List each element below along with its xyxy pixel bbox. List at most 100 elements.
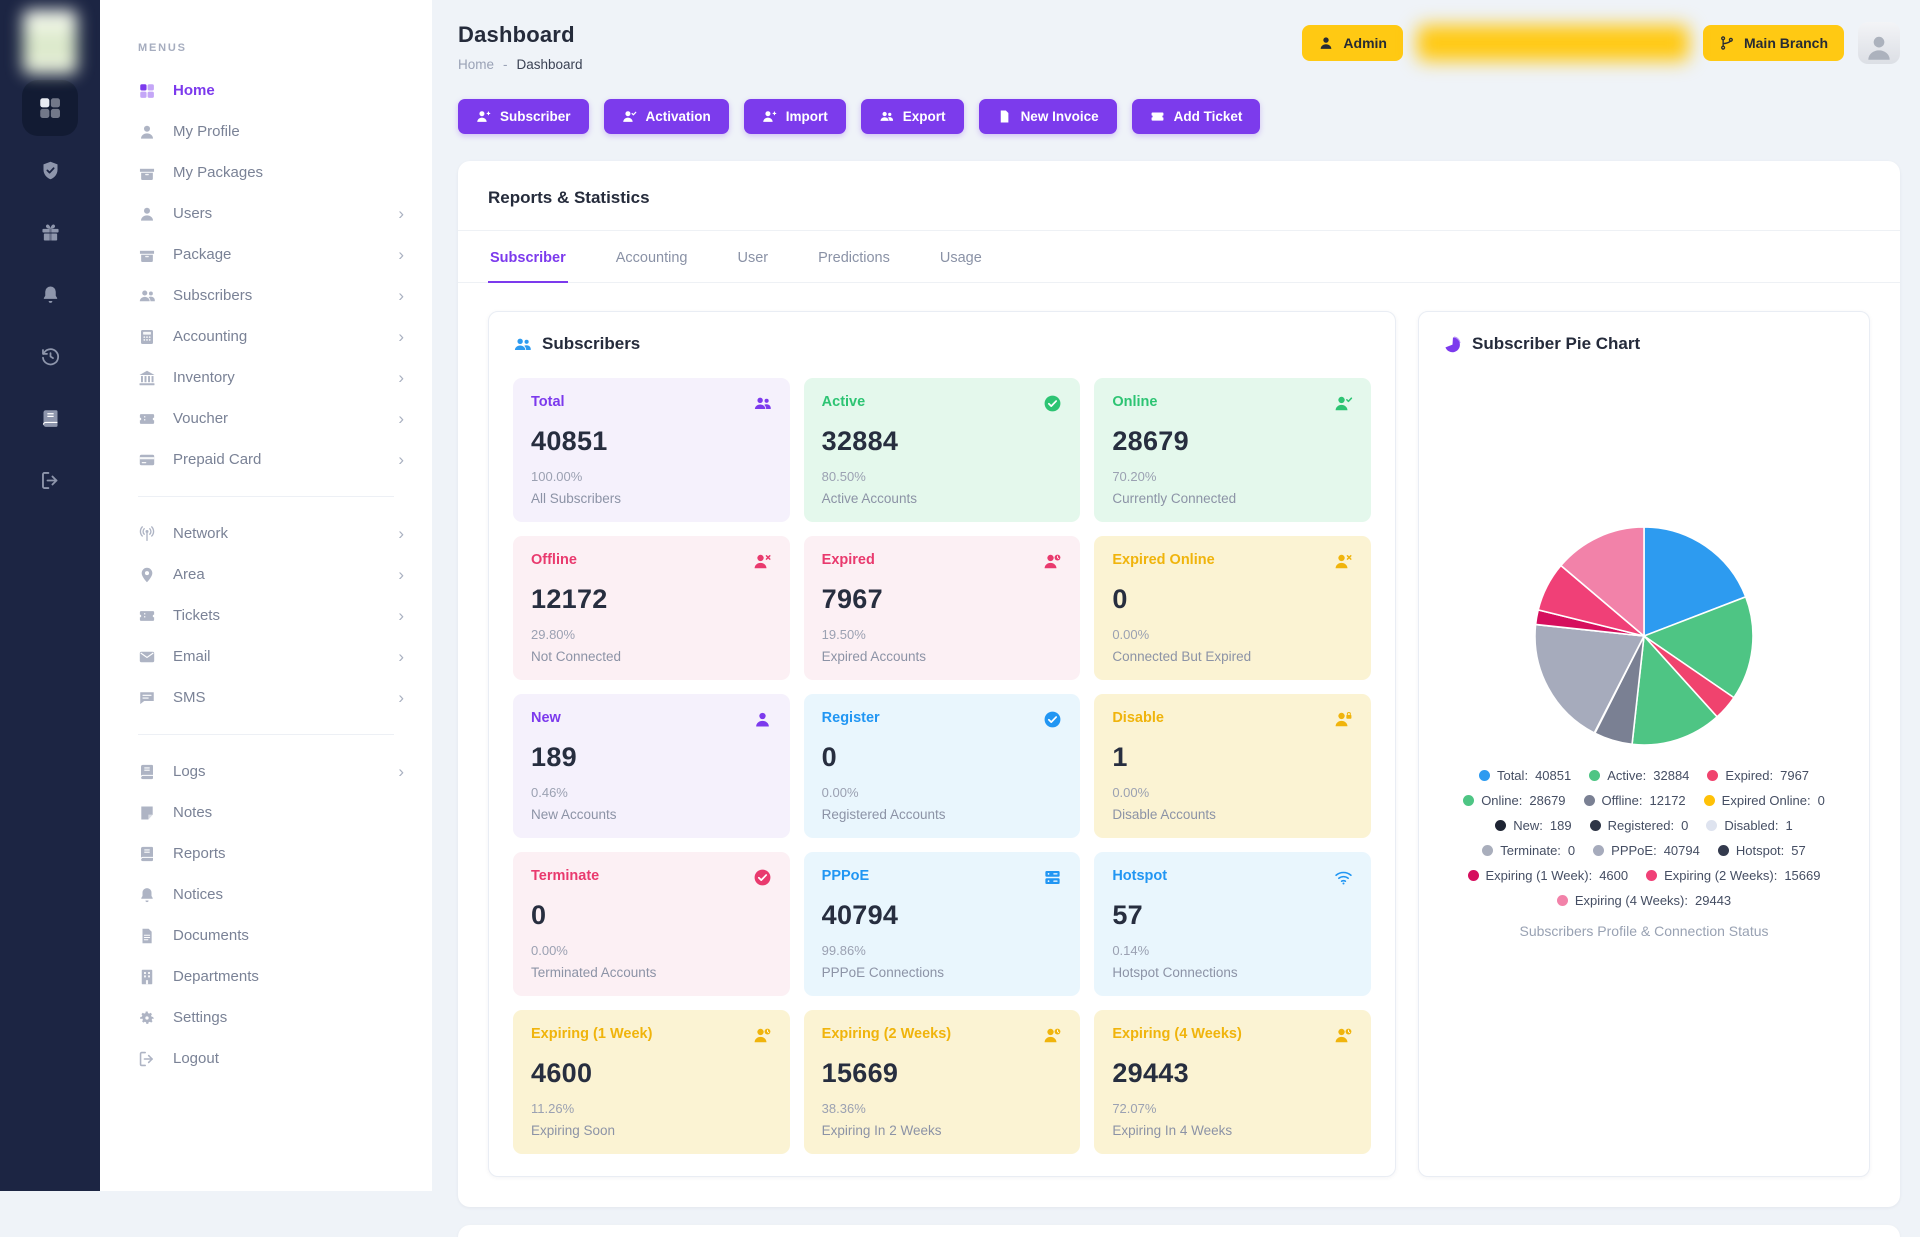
gift-icon[interactable] — [22, 204, 78, 260]
legend-item[interactable]: Registered 0 — [1589, 818, 1688, 833]
stat-sublabel: Active Accounts — [821, 491, 917, 506]
history-icon[interactable] — [22, 328, 78, 384]
signout-icon — [138, 1050, 156, 1068]
quick-action-button[interactable]: Activation — [603, 99, 729, 134]
company-name-pill-redacted[interactable] — [1416, 25, 1689, 61]
legend-name: Offline — [1602, 793, 1643, 808]
sidebar-item[interactable]: Network › — [100, 513, 432, 554]
report-tab[interactable]: Subscriber — [488, 231, 568, 283]
user-x-icon — [753, 552, 772, 571]
sidebar-item[interactable]: Email › — [100, 636, 432, 677]
quick-action-button[interactable]: Export — [860, 99, 964, 134]
legend-name: Disabled — [1724, 818, 1778, 833]
legend-item[interactable]: Expiring (1 Week) 4600 — [1467, 868, 1629, 883]
breadcrumb-home-link[interactable]: Home — [458, 57, 495, 72]
stat-value: 28679 — [1112, 426, 1189, 456]
sidebar-item[interactable]: Users › — [100, 193, 432, 234]
stat-value: 0 — [821, 742, 837, 772]
stat-label: Expiring (4 Weeks) — [1112, 1026, 1242, 1042]
legend-dot — [1646, 870, 1658, 881]
sidebar-item[interactable]: Home › — [100, 70, 432, 111]
sidebar-item[interactable]: Inventory › — [100, 357, 432, 398]
user-avatar[interactable] — [1858, 22, 1900, 64]
sidebar-item[interactable]: Prepaid Card › — [100, 439, 432, 480]
stat-label: Active — [821, 394, 866, 410]
legend-item[interactable]: Active 32884 — [1589, 768, 1689, 783]
page-title: Dashboard — [458, 22, 575, 47]
sidebar-item-label: Home — [173, 82, 215, 99]
stat-value: 15669 — [821, 1058, 899, 1088]
sidebar-item[interactable]: Logs › — [100, 751, 432, 792]
quick-action-button[interactable]: Add Ticket — [1131, 99, 1261, 134]
sidebar-item[interactable]: Subscribers › — [100, 275, 432, 316]
sidebar-item-label: Inventory — [173, 369, 235, 386]
legend-item[interactable]: Total 40851 — [1478, 768, 1571, 783]
admin-role-button[interactable]: Admin — [1302, 25, 1403, 61]
signout-icon[interactable] — [22, 452, 78, 508]
sidebar-item[interactable]: My Packages › — [100, 152, 432, 193]
sidebar-item-label: SMS — [173, 689, 206, 706]
stat-percent: 29.80% — [531, 627, 576, 642]
grid-icon[interactable] — [22, 80, 78, 136]
sidebar-item[interactable]: Voucher › — [100, 398, 432, 439]
app-logo — [23, 10, 77, 74]
legend-item[interactable]: Expiring (2 Weeks) 15669 — [1646, 868, 1820, 883]
sidebar-item-label: Notes — [173, 804, 213, 821]
book-icon[interactable] — [22, 390, 78, 446]
subscriber-pie — [1532, 524, 1756, 748]
stat-card: Online 28679 70.20% Currently Connected — [1094, 378, 1371, 522]
quick-action-label: Add Ticket — [1173, 109, 1243, 124]
quick-action-button[interactable]: New Invoice — [978, 99, 1117, 134]
shield-check-icon[interactable] — [22, 142, 78, 198]
bell-icon[interactable] — [22, 266, 78, 322]
legend-item[interactable]: New 189 — [1495, 818, 1572, 833]
legend-dot — [1589, 820, 1601, 831]
sidebar-item[interactable]: Notices › — [100, 874, 432, 915]
grid-icon — [138, 82, 156, 100]
stat-sublabel: Expiring Soon — [531, 1123, 616, 1138]
quick-action-button[interactable]: Import — [743, 99, 846, 134]
report-tab[interactable]: User — [737, 250, 769, 266]
main-branch-button[interactable]: Main Branch — [1702, 25, 1844, 61]
legend-item[interactable]: Terminate 0 — [1482, 843, 1575, 858]
sidebar-item[interactable]: Settings › — [100, 997, 432, 1038]
sidebar-item[interactable]: SMS › — [100, 677, 432, 718]
report-tab[interactable]: Accounting — [615, 250, 688, 266]
chevron-right-icon: › — [398, 565, 404, 584]
sidebar-item[interactable]: Reports › — [100, 833, 432, 874]
subscribers-panel: Subscribers Total 40851 100.00% All Subs… — [488, 311, 1396, 1177]
legend-name: PPPoE — [1611, 843, 1657, 858]
legend-item[interactable]: Online 28679 — [1463, 793, 1566, 808]
sidebar-item[interactable]: Documents › — [100, 915, 432, 956]
legend-item[interactable]: Disabled 1 — [1706, 818, 1793, 833]
legend-value: 4600 — [1599, 868, 1629, 883]
legend-item[interactable]: PPPoE 40794 — [1593, 843, 1700, 858]
stat-sublabel: PPPoE Connections — [821, 965, 944, 980]
sidebar-item[interactable]: My Profile › — [100, 111, 432, 152]
quick-action-button[interactable]: Subscriber — [458, 99, 589, 134]
report-tabs: Subscriber Accounting User Predictions U… — [458, 231, 1900, 283]
legend-item[interactable]: Expired Online 0 — [1703, 793, 1825, 808]
sidebar-item[interactable]: Logout › — [100, 1038, 432, 1079]
sidebar-item[interactable]: Departments › — [100, 956, 432, 997]
breadcrumb: Home - Dashboard — [458, 57, 583, 72]
sidebar-item[interactable]: Accounting › — [100, 316, 432, 357]
report-tab[interactable]: Predictions — [818, 250, 890, 266]
sidebar-item[interactable]: Tickets › — [100, 595, 432, 636]
chevron-right-icon: › — [398, 245, 404, 264]
sidebar-item[interactable]: Package › — [100, 234, 432, 275]
user-plus-icon — [762, 109, 777, 124]
legend-item[interactable]: Hotspot 57 — [1717, 843, 1806, 858]
sidebar-item-label: Voucher — [173, 410, 229, 427]
sidebar-item[interactable]: Area › — [100, 554, 432, 595]
sidebar-item-label: Network — [173, 525, 229, 542]
stat-card: Disable 1 0.00% Disable Accounts — [1094, 694, 1371, 838]
sidebar-item[interactable]: Notes › — [100, 792, 432, 833]
legend-item[interactable]: Expiring (4 Weeks) 29443 — [1556, 893, 1731, 908]
legend-item[interactable]: Offline 12172 — [1583, 793, 1686, 808]
sidebar-item-label: Logout — [173, 1050, 219, 1067]
report-tab[interactable]: Usage — [939, 250, 982, 266]
legend-dot — [1703, 795, 1715, 806]
stat-value: 29443 — [1112, 1058, 1189, 1088]
legend-item[interactable]: Expired 7967 — [1707, 768, 1809, 783]
